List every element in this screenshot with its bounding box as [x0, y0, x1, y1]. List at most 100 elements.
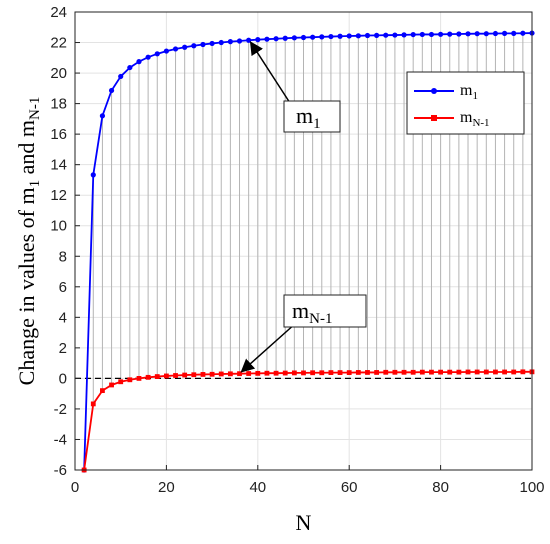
- data-point-series-1: [218, 371, 224, 377]
- data-point-series-0: [154, 51, 160, 57]
- data-point-series-1: [474, 369, 480, 375]
- data-point-series-1: [465, 369, 471, 375]
- legend: m1 mN-1: [406, 71, 525, 135]
- x-tick-label: 40: [249, 479, 266, 496]
- data-point-series-1: [511, 369, 517, 375]
- data-point-series-0: [328, 33, 334, 40]
- data-point-series-1: [355, 370, 361, 375]
- data-point-series-1: [319, 370, 325, 376]
- series-layer: [81, 30, 535, 473]
- data-point-series-0: [90, 172, 96, 178]
- data-point-series-0: [492, 30, 499, 37]
- annotation-m1: m1: [249, 41, 341, 133]
- y-tick-label: 2: [59, 340, 67, 357]
- y-tick-label: 22: [50, 35, 67, 52]
- data-point-series-0: [456, 31, 462, 37]
- y-tick-label: 18: [50, 96, 67, 113]
- annotation-mN-1: mN-1: [240, 294, 367, 373]
- y-axis-label-mid: and m: [14, 120, 39, 180]
- data-point-series-0: [310, 34, 316, 40]
- data-point-series-1: [109, 382, 114, 388]
- data-point-series-0: [511, 30, 517, 36]
- data-point-series-1: [145, 374, 151, 380]
- y-axis-label-main: Change in values of m: [14, 187, 39, 385]
- data-point-series-0: [520, 30, 526, 36]
- x-tick-label: 20: [158, 479, 175, 496]
- data-point-series-0: [392, 32, 398, 38]
- data-point-series-1: [392, 369, 398, 375]
- data-point-series-1: [127, 377, 133, 383]
- data-point-series-0: [428, 31, 435, 38]
- y-tick-label: 24: [50, 4, 67, 21]
- data-point-series-0: [163, 48, 169, 54]
- legend-label-mN-1: mN-1: [460, 109, 490, 129]
- data-point-series-1: [255, 370, 261, 376]
- data-point-series-1: [438, 369, 443, 375]
- x-tick-label: 60: [341, 479, 358, 496]
- data-point-series-1: [374, 370, 380, 375]
- data-point-series-0: [374, 32, 380, 38]
- data-point-series-0: [108, 87, 115, 94]
- x-axis-label: N: [296, 510, 312, 535]
- data-point-series-0: [182, 44, 188, 50]
- data-point-series-0: [438, 31, 444, 37]
- data-point-series-1: [282, 370, 288, 376]
- data-point-series-0: [300, 34, 307, 41]
- data-point-series-0: [127, 64, 133, 71]
- data-point-series-0: [118, 73, 124, 80]
- data-point-series-1: [456, 369, 462, 375]
- data-point-series-0: [172, 46, 179, 52]
- data-point-series-1: [191, 372, 197, 378]
- data-point-series-0: [319, 34, 325, 40]
- data-point-series-1: [246, 371, 252, 376]
- data-point-series-0: [246, 37, 252, 43]
- data-point-series-0: [483, 31, 489, 37]
- axes-box: [74, 11, 533, 471]
- data-point-series-0: [264, 36, 270, 42]
- y-tick-label: 8: [59, 248, 67, 265]
- annotation-mN-1-arrow: [240, 322, 297, 373]
- data-point-series-1: [419, 369, 425, 375]
- data-point-series-1: [365, 370, 370, 375]
- y-tick-label: 0: [59, 370, 67, 387]
- data-point-series-0: [346, 33, 352, 39]
- data-point-series-1: [383, 369, 389, 375]
- data-point-series-1: [237, 371, 242, 377]
- data-point-series-0: [355, 33, 361, 39]
- data-point-series-0: [410, 31, 416, 38]
- data-point-series-1: [118, 379, 124, 385]
- data-point-series-0: [291, 35, 297, 41]
- x-ticks: 0 20 40 60 80 100: [71, 465, 545, 496]
- data-point-series-1: [100, 388, 105, 394]
- data-point-series-1: [227, 371, 233, 377]
- data-point-series-0: [99, 113, 106, 119]
- data-point-series-1: [493, 369, 498, 375]
- data-point-series-1: [401, 369, 407, 375]
- annotation-m1-label: m1: [296, 103, 321, 132]
- y-tick-label: 10: [50, 218, 67, 235]
- data-point-series-1: [447, 369, 453, 375]
- y-tick-label: -2: [54, 401, 67, 418]
- data-point-series-1: [291, 370, 297, 376]
- x-tick-label: 80: [432, 479, 449, 496]
- data-point-series-0: [474, 31, 480, 37]
- y-tick-label: -4: [54, 431, 67, 448]
- data-point-series-0: [501, 30, 508, 36]
- data-point-series-1: [520, 369, 526, 375]
- y-tick-label: 4: [59, 309, 67, 326]
- data-point-series-1: [264, 370, 270, 376]
- data-point-series-1: [273, 370, 279, 376]
- data-point-series-1: [164, 373, 169, 379]
- data-point-series-0: [136, 59, 142, 65]
- legend-label-m1: m1: [460, 82, 478, 102]
- y-tick-label: 16: [50, 126, 67, 143]
- y-axis-label: Change in values of m1 and mN-1: [14, 97, 43, 386]
- annotation-mN-1-label: mN-1: [292, 298, 332, 327]
- data-point-series-1: [310, 370, 316, 376]
- legend-marker-mN-1: [431, 115, 437, 121]
- data-point-series-0: [419, 31, 425, 38]
- data-point-series-1: [136, 376, 142, 381]
- x-tick-label: 100: [519, 479, 544, 496]
- data-point-series-1: [337, 370, 343, 375]
